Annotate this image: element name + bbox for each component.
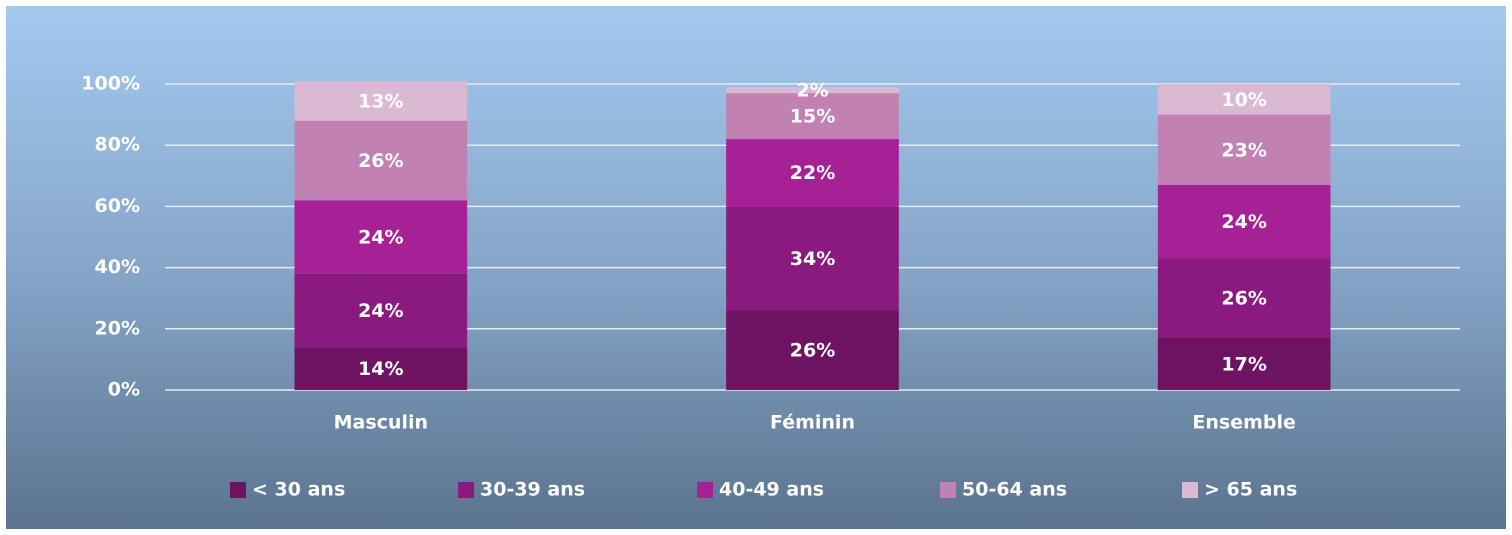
legend-swatch	[230, 482, 246, 498]
bar-segment	[726, 139, 899, 207]
legend-label: 30-39 ans	[480, 479, 585, 501]
data-label: 22%	[790, 162, 835, 184]
x-tick-label: Féminin	[770, 412, 855, 434]
bar-segment	[294, 347, 468, 390]
bar-segment	[294, 120, 468, 201]
x-tick-label: Masculin	[334, 412, 428, 434]
data-label: 26%	[790, 340, 835, 362]
bar-segment	[726, 206, 899, 311]
data-label: 13%	[358, 90, 403, 112]
data-label: 26%	[1221, 288, 1266, 310]
bar-segment	[1157, 258, 1331, 338]
data-label: 2%	[796, 80, 828, 102]
legend-label: > 65 ans	[1204, 479, 1297, 501]
legend-label: < 30 ans	[252, 479, 345, 501]
legend-swatch	[940, 482, 956, 498]
data-label: 24%	[358, 300, 403, 322]
legend-swatch	[1182, 482, 1198, 498]
legend-label: 40-49 ans	[719, 479, 824, 501]
data-label: 23%	[1221, 139, 1266, 161]
data-label: 34%	[790, 248, 835, 270]
bar-segment	[294, 80, 468, 121]
legend-swatch	[458, 482, 474, 498]
bar-segment	[1157, 337, 1331, 390]
bar-segment	[726, 87, 899, 94]
data-label: 14%	[358, 358, 403, 380]
data-label: 15%	[790, 106, 835, 128]
y-tick-label: 100%	[81, 73, 140, 95]
data-label: 10%	[1221, 89, 1266, 111]
y-tick-label: 60%	[95, 195, 140, 217]
bar-segment	[726, 93, 899, 140]
bar-segment	[1157, 84, 1331, 115]
data-label: 17%	[1221, 353, 1266, 375]
legend-swatch	[697, 482, 713, 498]
legend-label: 50-64 ans	[962, 479, 1067, 501]
y-tick-label: 40%	[95, 256, 140, 278]
bar-segment	[1157, 184, 1331, 259]
y-tick-label: 80%	[95, 134, 140, 156]
bar-segment	[294, 273, 468, 348]
y-tick-label: 20%	[95, 317, 140, 339]
data-label: 24%	[358, 227, 403, 249]
bar-segment	[1157, 114, 1331, 185]
bar-segment	[726, 310, 899, 390]
data-label: 24%	[1221, 211, 1266, 233]
x-tick-label: Ensemble	[1192, 412, 1296, 434]
data-label: 26%	[358, 150, 403, 172]
y-tick-label: 0%	[108, 379, 140, 401]
bar-segment	[294, 200, 468, 274]
